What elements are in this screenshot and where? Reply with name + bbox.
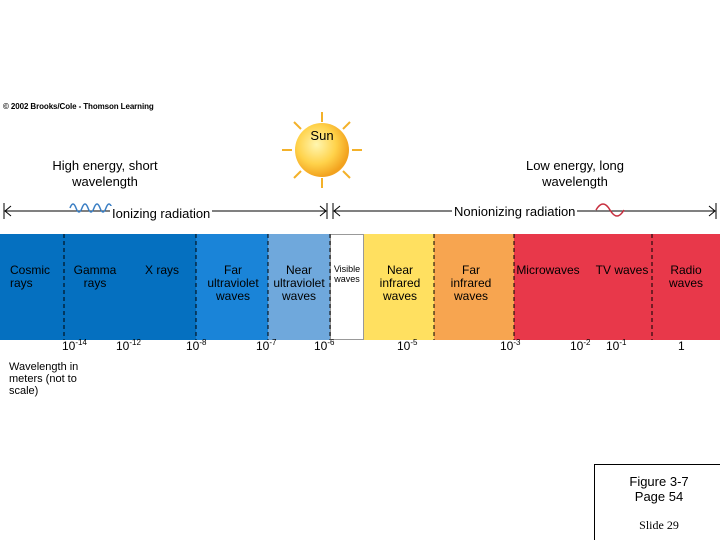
wavelength-note: Wavelength in meters (not to scale): [9, 361, 79, 397]
page-number: Page 54: [634, 489, 684, 504]
high-energy-title: High energy, short wavelength: [52, 158, 158, 189]
wavelength-tick: 10-7: [256, 338, 277, 353]
copyright-text: © 2002 Brooks/Cole - Thomson Learning: [3, 102, 154, 111]
band-visible-bg: [330, 234, 364, 340]
band-label-tv: TV waves: [595, 263, 649, 277]
band-near-ir-bg: [364, 234, 434, 340]
band-label-microwaves: Microwaves: [516, 263, 580, 277]
wavelength-tick: 10-1: [606, 338, 627, 353]
band-label-near-ir: Near infrared waves: [379, 263, 421, 303]
band-radio-bg: [514, 234, 720, 340]
wavelength-tick: 10-14: [62, 338, 87, 353]
radiation-range-arrows: [3, 203, 717, 219]
wavelength-tick: 10-2: [570, 338, 591, 353]
wavelength-tick: 10-5: [397, 338, 418, 353]
nonionizing-label: Nonionizing radiation: [452, 204, 578, 219]
short-wave-icon: [69, 203, 113, 213]
band-label-xrays: X rays: [144, 263, 179, 277]
figure-caption: Figure 3-7 Page 54: [604, 474, 714, 504]
band-near-uv-bg: [268, 234, 330, 340]
wavelength-tick: 10-6: [314, 338, 335, 353]
band-label-far-ir: Far infrared waves: [450, 263, 492, 303]
low-energy-title: Low energy, long wavelength: [525, 158, 625, 189]
wavelength-tick: 10-8: [186, 338, 207, 353]
band-far-ir-bg: [434, 234, 514, 340]
slide-number: Slide 29: [639, 518, 679, 532]
band-label-far-uv: Far ultraviolet waves: [207, 263, 259, 303]
figure-number: Figure 3-7: [629, 474, 689, 489]
long-wave-icon: [595, 203, 625, 217]
band-label-near-uv: Near ultraviolet waves: [273, 263, 325, 303]
figure-caption-box: [594, 464, 720, 540]
wavelength-tick: 1: [678, 339, 685, 353]
ionizing-label: Ionizing radiation: [110, 206, 213, 221]
band-label-cosmic: Cosmic rays: [10, 263, 51, 290]
band-label-visible: Visible waves: [333, 264, 361, 284]
sun-icon: [282, 112, 362, 188]
band-ionizing-bg: [0, 234, 196, 340]
wavelength-tick: 10-3: [500, 338, 521, 353]
sun-label: Sun: [310, 128, 334, 143]
band-label-radio: Radio waves: [668, 263, 703, 290]
band-label-gamma: Gamma rays: [73, 263, 117, 290]
band-far-uv-bg: [196, 234, 268, 340]
wavelength-tick: 10-12: [116, 338, 141, 353]
spectrum-bands: Cosmic rays Gamma rays X rays Far ultrav…: [0, 234, 720, 340]
